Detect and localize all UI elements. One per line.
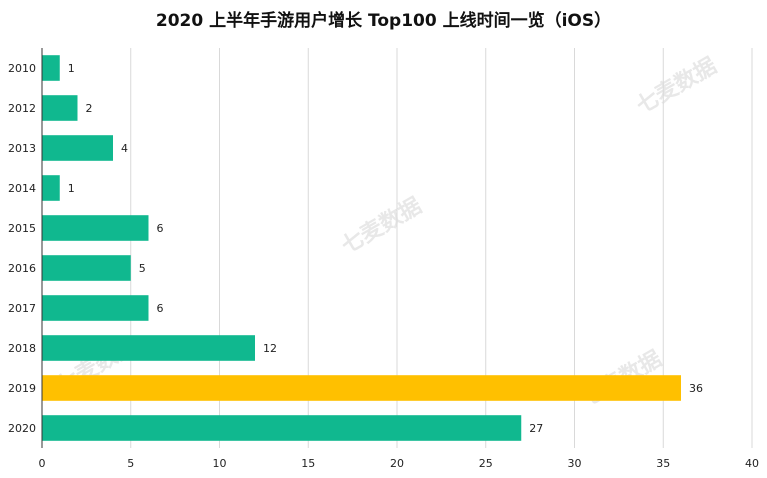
watermark-text: 七麦数据 [632,53,721,120]
bars [42,55,681,441]
bar-2016 [42,255,131,281]
y-tick-label: 2018 [8,342,36,355]
y-tick-label: 2012 [8,102,36,115]
y-tick-label: 2019 [8,382,36,395]
x-tick-label: 35 [656,457,670,470]
data-label-2019: 36 [689,382,703,395]
bar-2015 [42,215,149,241]
bar-2017 [42,295,149,321]
data-label-2013: 4 [121,142,128,155]
data-label-2020: 27 [529,422,543,435]
x-tick-label: 10 [213,457,227,470]
y-tick-label: 2015 [8,222,36,235]
y-tick-label: 2016 [8,262,36,275]
data-label-2015: 6 [157,222,164,235]
x-tick-label: 0 [39,457,46,470]
watermark-text: 七麦数据 [337,193,426,260]
bar-2020 [42,415,522,441]
data-label-2014: 1 [68,182,75,195]
y-tick-label: 2020 [8,422,36,435]
bar-2013 [42,135,113,161]
x-tick-label: 5 [127,457,134,470]
x-tick-label: 40 [745,457,759,470]
y-tick-label: 2010 [8,62,36,75]
bar-2010 [42,55,60,81]
x-tick-label: 20 [390,457,404,470]
data-label-2016: 5 [139,262,146,275]
x-tick-label: 25 [479,457,493,470]
data-label-2018: 12 [263,342,277,355]
x-tick-label: 15 [301,457,315,470]
bar-2019 [42,375,681,401]
data-label-2012: 2 [86,102,93,115]
chart-title: 2020 上半年手游用户增长 Top100 上线时间一览（iOS） [155,11,612,31]
data-label-2010: 1 [68,62,75,75]
bar-2018 [42,335,255,361]
bar-2014 [42,175,60,201]
x-tick-label: 30 [568,457,582,470]
bar-2012 [42,95,78,121]
y-tick-label: 2013 [8,142,36,155]
y-tick-label: 2017 [8,302,36,315]
labels: 0 5 10 15 20 25 30 35 40 2010 1 2012 2 2013 4 2014 1 2015… [8,62,759,470]
data-label-2017: 6 [157,302,164,315]
y-tick-label: 2014 [8,182,36,195]
